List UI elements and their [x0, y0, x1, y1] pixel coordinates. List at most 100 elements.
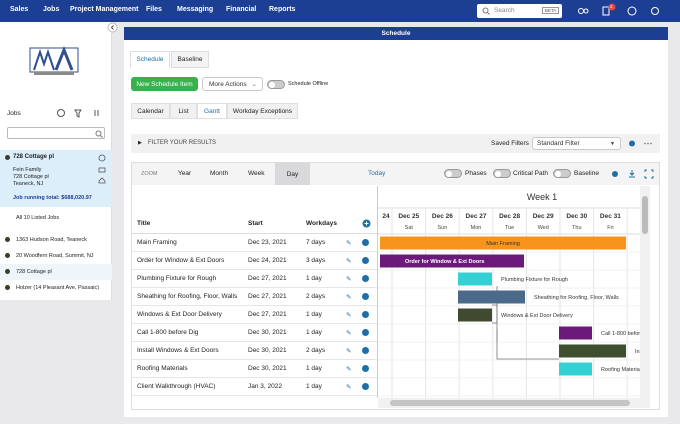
job-title: 728 Cottage pl: [13, 154, 55, 160]
job-item[interactable]: 728 Cottage pl: [0, 264, 112, 280]
toggle[interactable]: [553, 169, 571, 178]
task-start: Jan 3, 2022: [248, 383, 282, 390]
bar-label: Main Framing: [486, 241, 520, 247]
all-jobs[interactable]: All 10 Listed Jobs: [16, 215, 60, 221]
grid-row[interactable]: Install Windows & Ext Doors Dec 30, 2021 2…: [131, 342, 377, 360]
row-action[interactable]: [362, 239, 369, 246]
nav-item[interactable]: Messaging: [177, 6, 214, 13]
row-action[interactable]: [362, 383, 369, 390]
row-action[interactable]: [362, 365, 369, 372]
timeline-header: [378, 186, 640, 234]
zoom-option[interactable]: Week: [248, 170, 265, 177]
bar-label: Roofing Materials: [601, 367, 640, 373]
row-action[interactable]: [362, 257, 369, 264]
edit-icon[interactable]: ✎: [346, 258, 352, 265]
job-dot: [5, 269, 10, 274]
today-button[interactable]: Today: [368, 170, 386, 177]
job-dot: [5, 285, 10, 290]
grid-row[interactable]: Sheathing for Roofing, Floor, Walls Dec 2…: [131, 288, 377, 306]
grid-row[interactable]: Windows & Ext Door Delivery Dec 27, 2021 1…: [131, 306, 377, 324]
job-item[interactable]: Holzer (14 Pleasant Ave, Passaic): [0, 280, 112, 296]
grid-row[interactable]: Client Walkthrough (HVAC) Jan 3, 2022 1 da…: [131, 378, 377, 396]
edit-icon[interactable]: ✎: [346, 348, 352, 355]
row-action[interactable]: [362, 311, 369, 318]
job-item[interactable]: 1363 Hudson Road, Teaneck: [0, 232, 112, 248]
view-tab[interactable]: Gantt: [197, 103, 227, 119]
edit-icon[interactable]: ✎: [346, 240, 352, 247]
zoom-option-active[interactable]: Day: [275, 163, 310, 185]
job-icons[interactable]: [98, 154, 107, 184]
filter-bar[interactable]: ▶ FILTER YOUR RESULTS Saved Filters Stan…: [131, 134, 660, 153]
bar-label: Order for Window & Ext Doors: [405, 259, 484, 265]
jobs-label[interactable]: Jobs: [7, 110, 21, 117]
task-bar[interactable]: [458, 290, 525, 304]
edit-icon[interactable]: ✎: [346, 366, 352, 373]
new-item-button[interactable]: New Schedule Item: [131, 77, 198, 91]
task-bar[interactable]: [559, 362, 592, 376]
edit-icon[interactable]: ✎: [346, 312, 352, 319]
job-dot: [5, 155, 10, 160]
nav-item[interactable]: Files: [146, 6, 162, 13]
vertical-scrollbar[interactable]: [640, 186, 650, 398]
view-tab[interactable]: Calendar: [131, 103, 170, 119]
scroll-thumb[interactable]: [642, 196, 648, 234]
edit-icon[interactable]: ✎: [346, 294, 352, 301]
view-tab[interactable]: Workday Exceptions: [227, 103, 298, 119]
collapse-button[interactable]: [107, 22, 118, 33]
nav-item[interactable]: Jobs: [43, 6, 60, 13]
column-header: Title: [137, 220, 151, 227]
gantt-chart: Week 1 24 Dec 25 Sat Dec 26 Sun Dec 27 Mon Dec …: [378, 186, 640, 398]
task-bar[interactable]: [559, 344, 626, 358]
toggle[interactable]: [444, 169, 462, 178]
grid-row[interactable]: Call 1-800 before Dig Dec 30, 2021 1 day ✎: [131, 324, 377, 342]
task-bar[interactable]: [458, 272, 492, 286]
more-actions-button[interactable]: More Actions ⌄: [202, 77, 263, 91]
grid-row[interactable]: Order for Window & Ext Doors Dec 24, 2021…: [131, 252, 377, 270]
task-bar[interactable]: [559, 326, 592, 340]
zoom-option[interactable]: Year: [178, 170, 192, 177]
edit-icon[interactable]: ✎: [346, 330, 352, 337]
job-dot: [5, 237, 10, 242]
task-bar[interactable]: [380, 236, 626, 250]
row-action[interactable]: [362, 293, 369, 300]
task-bar[interactable]: [458, 308, 492, 322]
toggle-label: Critical Path: [513, 170, 549, 177]
gantt-icons[interactable]: [610, 169, 655, 179]
panel-header: Schedule: [124, 27, 668, 40]
job-item[interactable]: 20 Woodfern Road, Summit, NJ: [0, 248, 112, 264]
filter-icons[interactable]: [628, 139, 656, 148]
toggle[interactable]: [493, 169, 511, 178]
nav-item[interactable]: Reports: [269, 6, 296, 13]
tab[interactable]: Baseline: [171, 51, 209, 68]
view-tab[interactable]: List: [170, 103, 197, 119]
nav-item[interactable]: Sales: [10, 6, 29, 13]
caret: ▼: [610, 140, 615, 147]
grid-row[interactable]: Main Framing Dec 23, 2021 7 days ✎: [131, 234, 377, 252]
grid-row[interactable]: Plumbing Fixture for Rough Dec 27, 2021 1 …: [131, 270, 377, 288]
row-action[interactable]: [362, 329, 369, 336]
search-box[interactable]: Search BETA: [477, 4, 562, 18]
edit-icon[interactable]: ✎: [346, 384, 352, 391]
selected-job[interactable]: 728 Cottage pl Fein Family 728 Cottage p…: [0, 150, 112, 207]
day-label: Fri: [607, 225, 613, 231]
grid-row[interactable]: Roofing Materials Dec 30, 2021 1 day ✎: [131, 360, 377, 378]
jobs-search[interactable]: [7, 127, 105, 139]
horizontal-scrollbar[interactable]: [378, 398, 650, 408]
task-start: Dec 30, 2021: [248, 329, 287, 336]
tab[interactable]: Schedule: [130, 51, 170, 68]
scroll-thumb[interactable]: [390, 400, 630, 406]
zoom-option[interactable]: Month: [210, 170, 229, 177]
nav-icons[interactable]: [575, 3, 680, 19]
nav-item[interactable]: Financial: [226, 6, 257, 13]
nav-item[interactable]: Project Management: [70, 6, 139, 13]
row-action[interactable]: [362, 347, 369, 354]
toggle[interactable]: [267, 80, 285, 89]
filter-select[interactable]: Standard Filter ▼: [532, 137, 621, 150]
add-button[interactable]: [362, 219, 371, 228]
task-bar[interactable]: [380, 254, 524, 268]
bar-label: Call 1-800 before Dig: [601, 331, 640, 337]
task-title: Client Walkthrough (HVAC): [137, 383, 216, 390]
jobs-tools[interactable]: [56, 108, 106, 118]
edit-icon[interactable]: ✎: [346, 276, 352, 283]
row-action[interactable]: [362, 275, 369, 282]
